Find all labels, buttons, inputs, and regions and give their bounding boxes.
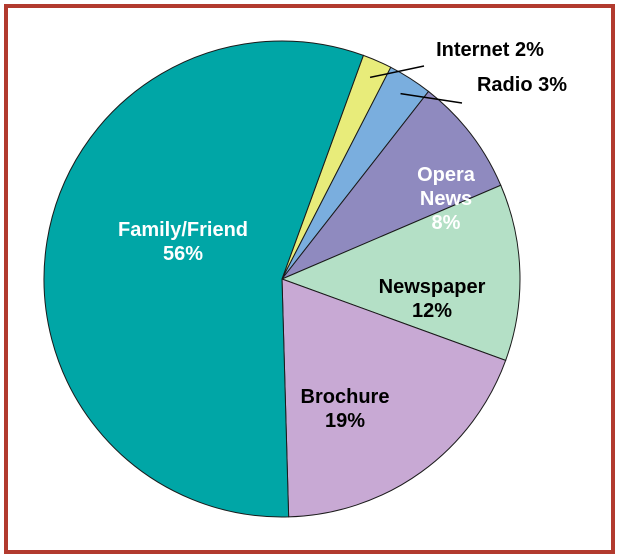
leader-lines: [369, 65, 463, 104]
slice-family-friend: [43, 40, 365, 518]
leader-line-radio: [400, 92, 463, 104]
label-internet: Internet 2%: [436, 39, 544, 61]
slice-labels: Internet 2% Radio 3% Opera News 8% Newspaper 1…: [118, 39, 567, 432]
label-brochure: Brochure 19%: [301, 386, 390, 432]
label-opera-news: Opera News 8%: [417, 164, 476, 234]
leader-line-internet: [369, 65, 425, 79]
slice-brochure: [281, 278, 507, 518]
slice-opera-news: [281, 90, 502, 280]
label-family-friend: Family/Friend 56%: [118, 219, 248, 265]
slice-newspaper: [280, 184, 521, 362]
label-newspaper: Newspaper 12%: [379, 276, 486, 322]
label-radio: Radio 3%: [477, 74, 567, 96]
pie-slices: [43, 40, 521, 518]
